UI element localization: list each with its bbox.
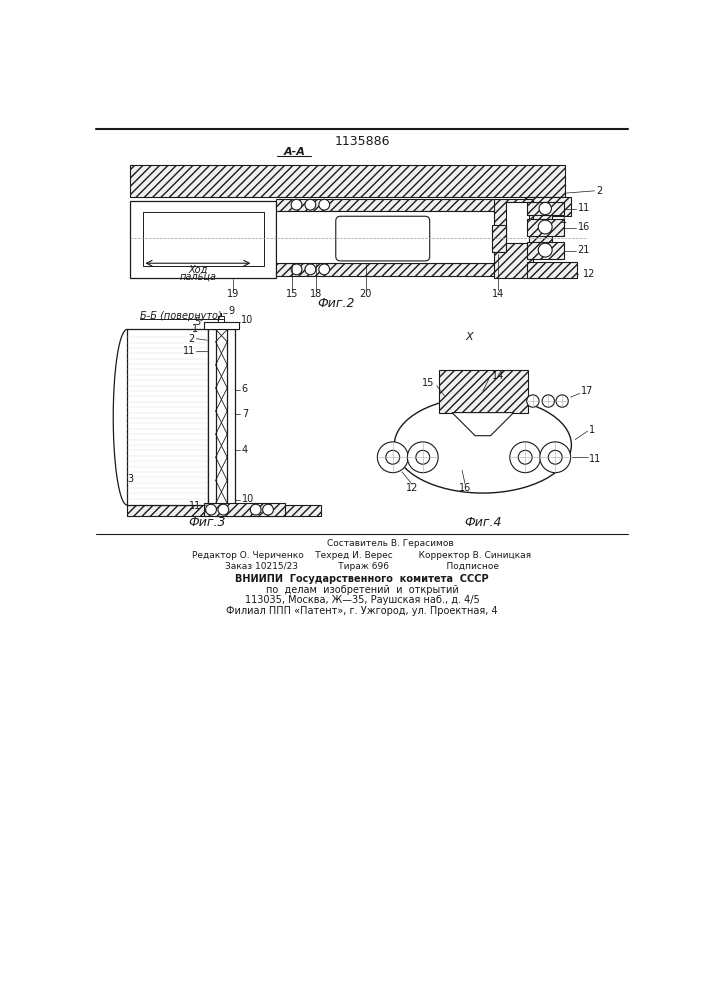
Polygon shape	[525, 197, 571, 226]
Circle shape	[386, 450, 399, 464]
Circle shape	[416, 450, 430, 464]
Ellipse shape	[395, 397, 571, 493]
Circle shape	[319, 199, 329, 210]
Text: по  делам  изобретений  и  открытий: по делам изобретений и открытий	[266, 585, 458, 595]
Bar	[127, 505, 321, 516]
Bar	[527, 219, 563, 235]
Text: Фиг.4: Фиг.4	[464, 516, 501, 529]
Bar	[127, 329, 208, 505]
Text: 18: 18	[310, 289, 322, 299]
Text: 11: 11	[589, 454, 602, 464]
Text: 14: 14	[492, 371, 504, 381]
Text: Фиг.3: Фиг.3	[189, 516, 226, 529]
Text: Б-Б (повернуто): Б-Б (повернуто)	[140, 311, 222, 321]
Text: 113035, Москва, Ж—35, Раушская наб., д. 4/5: 113035, Москва, Ж—35, Раушская наб., д. …	[245, 595, 479, 605]
Text: 1: 1	[589, 425, 595, 435]
Text: Заказ 10215/23              Тираж 696                    Подписное: Заказ 10215/23 Тираж 696 Подписное	[225, 562, 499, 571]
Bar	[130, 201, 276, 278]
Polygon shape	[452, 413, 514, 436]
Text: 6: 6	[242, 384, 248, 394]
Circle shape	[407, 442, 438, 473]
Text: Редактор О. Чериченко    Техред И. Верес         Корректор В. Синицкая: Редактор О. Чериченко Техред И. Верес Ко…	[192, 551, 532, 560]
Circle shape	[291, 264, 302, 275]
Text: 14: 14	[492, 289, 504, 299]
Text: 21: 21	[578, 245, 590, 255]
Bar	[506, 202, 529, 243]
Bar	[143, 212, 264, 266]
Text: 2: 2	[189, 334, 195, 344]
Circle shape	[305, 264, 316, 275]
Circle shape	[549, 450, 562, 464]
Text: 10: 10	[241, 315, 253, 325]
Text: 9: 9	[229, 306, 235, 316]
Text: 4: 4	[242, 445, 248, 455]
Circle shape	[518, 450, 532, 464]
Circle shape	[527, 395, 539, 407]
Text: А-А: А-А	[284, 147, 305, 157]
Circle shape	[206, 504, 216, 515]
Bar	[227, 329, 235, 505]
Bar	[527, 202, 563, 215]
Text: 11: 11	[578, 203, 590, 213]
Text: 12: 12	[583, 269, 595, 279]
Bar	[276, 263, 496, 276]
Text: 12: 12	[406, 483, 418, 493]
Circle shape	[556, 395, 568, 407]
Text: 11: 11	[182, 346, 195, 356]
Circle shape	[250, 504, 261, 515]
Bar	[276, 211, 496, 263]
Text: 2: 2	[596, 186, 602, 196]
Circle shape	[291, 199, 302, 210]
Text: 16: 16	[578, 222, 590, 232]
Text: Ход: Ход	[188, 264, 208, 274]
Circle shape	[539, 202, 551, 215]
Circle shape	[538, 243, 552, 257]
Bar	[204, 503, 285, 516]
Circle shape	[319, 264, 329, 275]
Text: 1135886: 1135886	[334, 135, 390, 148]
Bar	[130, 165, 565, 197]
Text: 17: 17	[581, 386, 594, 396]
Circle shape	[542, 395, 554, 407]
Text: Фиг.2: Фиг.2	[317, 297, 356, 310]
Text: 15: 15	[286, 289, 298, 299]
Circle shape	[540, 442, 571, 473]
Text: 16: 16	[459, 483, 472, 493]
Text: 15: 15	[422, 378, 434, 388]
Bar	[276, 199, 496, 211]
Text: 10: 10	[242, 494, 254, 504]
Circle shape	[510, 442, 541, 473]
Text: ВНИИПИ  Государственного  комитета  СССР: ВНИИПИ Государственного комитета СССР	[235, 574, 489, 584]
Bar	[204, 322, 239, 329]
Text: пальца: пальца	[180, 271, 216, 281]
Circle shape	[378, 442, 408, 473]
Text: 19: 19	[226, 289, 239, 299]
Text: Филиал ППП «Патент», г. Ужгород, ул. Проектная, 4: Филиал ППП «Патент», г. Ужгород, ул. Про…	[226, 606, 498, 616]
Text: 11: 11	[189, 501, 201, 511]
Text: Х: Х	[465, 332, 473, 342]
Polygon shape	[494, 199, 552, 278]
Circle shape	[305, 199, 316, 210]
Text: 20: 20	[360, 289, 372, 299]
Text: 1: 1	[192, 324, 198, 334]
Bar	[218, 316, 224, 322]
Circle shape	[538, 220, 552, 234]
Bar	[527, 262, 577, 278]
Text: 5: 5	[194, 317, 200, 327]
Bar	[439, 370, 527, 413]
Text: 7: 7	[242, 409, 248, 419]
Bar	[492, 225, 506, 252]
Circle shape	[218, 504, 229, 515]
FancyBboxPatch shape	[336, 216, 430, 261]
Circle shape	[262, 504, 274, 515]
Text: Составитель В. Герасимов: Составитель В. Герасимов	[327, 539, 454, 548]
Text: 1: 1	[561, 215, 568, 225]
Text: 3: 3	[127, 474, 133, 484]
Bar	[527, 242, 563, 259]
Bar	[208, 329, 216, 505]
